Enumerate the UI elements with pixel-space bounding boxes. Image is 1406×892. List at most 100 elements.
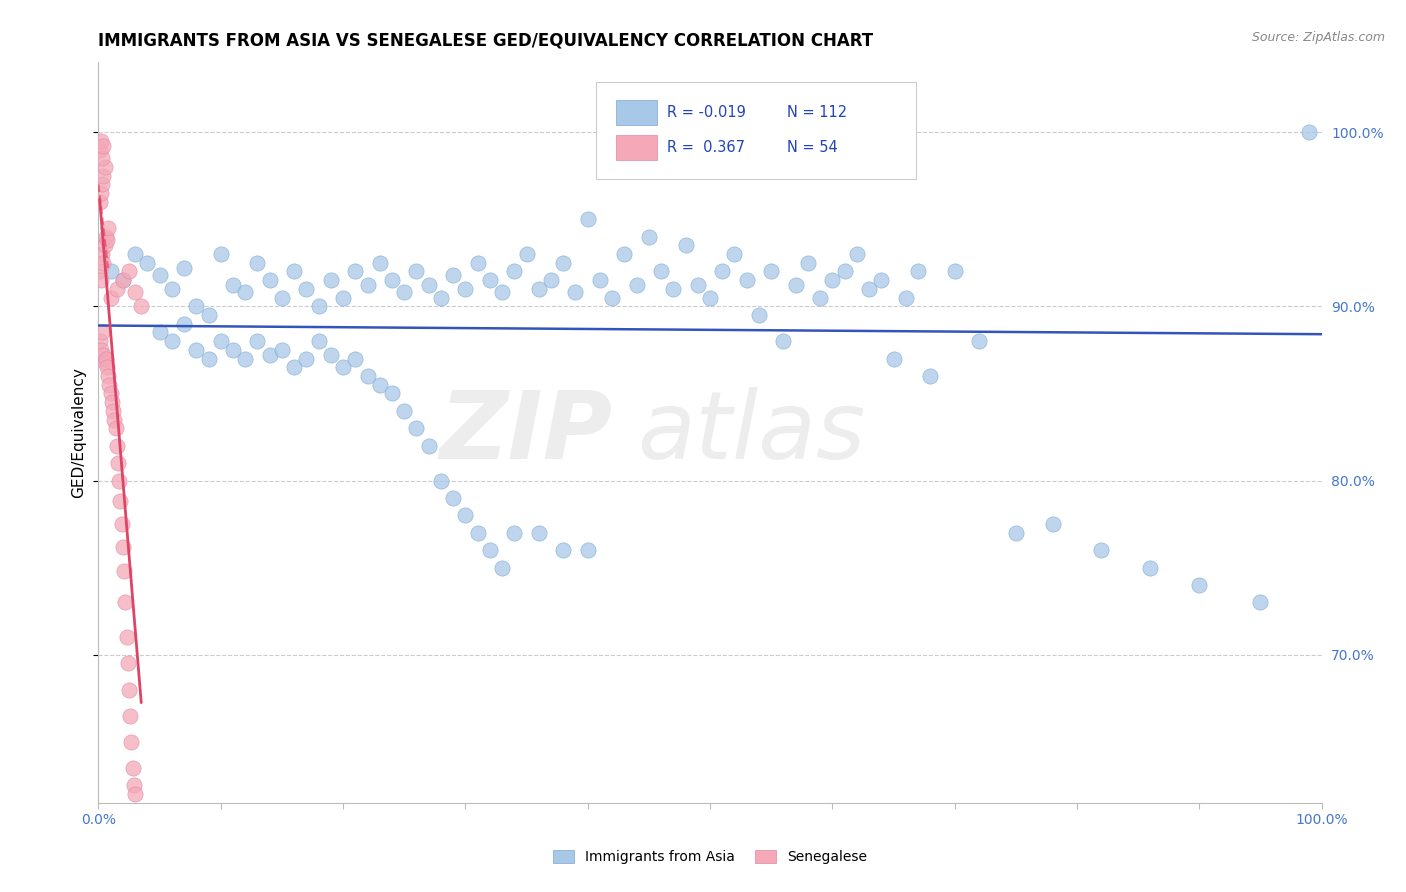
Point (723, 247, 745, 261)
Text: R =  0.367: R = 0.367 (668, 140, 745, 155)
Point (89, 143, 111, 157)
Point (100, 264, 122, 278)
Point (121, 761, 143, 775)
Point (104, 421, 127, 435)
Point (441, 268, 464, 282)
Point (96, 233, 118, 247)
Point (118, 264, 141, 278)
Point (1004, 525, 1026, 540)
Point (100, 291, 122, 305)
Point (748, 308, 770, 322)
Point (160, 334, 183, 348)
Point (197, 351, 219, 366)
Point (149, 268, 172, 282)
Point (173, 317, 195, 331)
Point (491, 285, 513, 300)
Point (430, 474, 453, 488)
Point (103, 412, 125, 426)
Point (91, 139, 114, 153)
Point (101, 404, 124, 418)
Point (105, 439, 128, 453)
Point (97, 369, 120, 384)
Text: R = -0.019: R = -0.019 (668, 105, 747, 120)
Point (553, 543, 575, 558)
Point (527, 282, 550, 296)
Point (111, 517, 134, 532)
Point (108, 474, 131, 488)
Point (124, 285, 146, 300)
Point (1042, 517, 1064, 532)
Point (699, 291, 721, 305)
Point (1249, 595, 1271, 609)
Point (233, 285, 256, 300)
Point (576, 212, 599, 227)
Point (115, 630, 138, 644)
Point (90, 343, 112, 357)
Point (441, 491, 464, 505)
Point (1090, 543, 1112, 558)
Point (467, 256, 489, 270)
Point (381, 273, 404, 287)
FancyBboxPatch shape (616, 100, 658, 126)
Point (91, 326, 114, 340)
Point (112, 564, 135, 578)
Point (418, 439, 440, 453)
Point (90, 134, 112, 148)
Point (283, 264, 305, 278)
Point (564, 285, 586, 300)
Point (111, 273, 134, 287)
Point (259, 273, 281, 287)
Point (344, 351, 367, 366)
Point (160, 282, 183, 296)
Point (222, 278, 245, 293)
Point (197, 308, 219, 322)
Point (120, 735, 142, 749)
Point (381, 386, 404, 401)
Point (295, 282, 318, 296)
Point (129, 299, 152, 313)
Point (91, 247, 114, 261)
Point (392, 285, 416, 300)
Point (98, 377, 121, 392)
Point (478, 273, 501, 287)
Point (283, 360, 305, 375)
Point (117, 657, 139, 671)
Point (89, 194, 111, 209)
Text: N = 112: N = 112 (787, 105, 848, 120)
Point (1298, 125, 1320, 139)
Point (894, 291, 917, 305)
Point (503, 264, 526, 278)
Point (91, 178, 114, 192)
Point (246, 256, 269, 270)
Point (319, 348, 342, 362)
Point (675, 238, 697, 252)
Point (93, 355, 115, 369)
Point (527, 525, 550, 540)
Point (259, 348, 281, 362)
Point (136, 256, 159, 270)
Point (101, 395, 124, 409)
Point (91, 256, 114, 270)
Point (173, 260, 195, 275)
Point (90, 186, 112, 200)
Point (124, 787, 146, 801)
Point (120, 708, 142, 723)
Y-axis label: GED/Equivalency: GED/Equivalency (72, 368, 87, 498)
Point (94, 229, 117, 244)
Point (124, 247, 146, 261)
Point (650, 264, 672, 278)
Point (209, 334, 232, 348)
Point (105, 282, 128, 296)
Point (111, 273, 134, 287)
Point (785, 278, 807, 293)
Point (270, 291, 294, 305)
Point (430, 291, 453, 305)
Point (920, 369, 942, 384)
Point (222, 343, 245, 357)
Point (883, 351, 905, 366)
Point (186, 299, 208, 313)
Point (209, 247, 232, 261)
Point (613, 247, 636, 261)
Point (90, 273, 112, 287)
Point (93, 160, 115, 174)
